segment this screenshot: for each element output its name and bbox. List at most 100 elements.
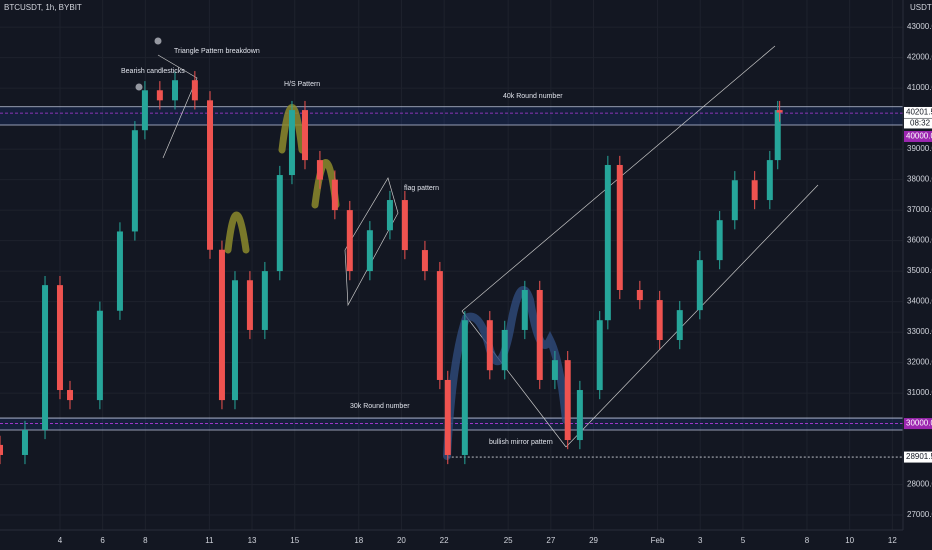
price-label-box — [904, 106, 932, 118]
price-label: 30000.0 — [906, 419, 932, 428]
candle-body — [231, 280, 238, 401]
price-label: 40000.0 — [906, 132, 932, 141]
chart-title: BTCUSDT, 1h, BYBIT — [4, 3, 82, 12]
candle-body — [596, 320, 603, 391]
y-tick-label: 38000.0 — [907, 175, 932, 184]
candle-body — [207, 100, 214, 250]
x-tick-label: 8 — [143, 536, 148, 545]
annotation: 40k Round number — [503, 93, 563, 100]
candle-body — [776, 110, 783, 113]
candle-body — [551, 360, 558, 380]
candle-body — [676, 310, 683, 341]
flag — [344, 177, 399, 307]
y-tick-label: 33000.0 — [907, 327, 932, 336]
candle-body — [486, 320, 493, 371]
candle-body — [604, 164, 611, 321]
candle-body — [96, 310, 103, 401]
candle-body — [56, 285, 63, 391]
y-tick-label: 35000.0 — [907, 266, 932, 275]
candle-body — [766, 160, 773, 201]
candle-body — [156, 90, 163, 101]
y-tick-label: 32000.0 — [907, 358, 932, 367]
candle-body — [346, 210, 353, 272]
annotation: 30k Round number — [350, 403, 410, 410]
price-label: 40201.5 — [906, 108, 932, 117]
y-tick-label: 43000.0 — [907, 22, 932, 31]
candle-body — [301, 110, 308, 161]
x-tick-label: 10 — [845, 536, 854, 545]
x-tick-label: 12 — [888, 536, 897, 545]
candle-body — [751, 180, 758, 201]
y-tick-label: 34000.0 — [907, 297, 932, 306]
y-tick-label: 42000.0 — [907, 53, 932, 62]
x-tick-label: 27 — [546, 536, 555, 545]
price-labels: 40201.5 08:32 40000.0 30000.0 28901.5 — [904, 106, 932, 463]
annotation: bullish mirror pattern — [489, 439, 553, 446]
triangle — [157, 54, 198, 159]
candle-body — [536, 290, 543, 380]
candles — [0, 71, 783, 465]
marker — [135, 83, 143, 91]
x-tick-label: 6 — [100, 536, 105, 545]
candle-body — [131, 130, 138, 232]
x-tick-label: 11 — [205, 536, 214, 545]
price-label-box — [904, 418, 932, 430]
x-tick-label: 20 — [397, 536, 406, 545]
candle-body — [386, 200, 393, 231]
y-axis-label: USDT — [910, 3, 932, 12]
y-tick-label: 36000.0 — [907, 236, 932, 245]
candle-body — [576, 390, 583, 441]
hs-arc — [224, 211, 250, 254]
price-label-box — [904, 130, 932, 142]
candle-body — [42, 285, 49, 430]
candle-body — [564, 360, 571, 441]
candle-body — [21, 429, 28, 455]
candle-body — [116, 231, 123, 311]
x-tick-label: 5 — [741, 536, 746, 545]
candle-body — [67, 390, 74, 401]
annotation: flag pattern — [404, 185, 439, 192]
channel-left — [461, 310, 567, 448]
x-tick-label: Feb — [651, 536, 665, 545]
candle-body — [401, 200, 408, 251]
x-tick-label: 29 — [589, 536, 598, 545]
candle-body — [261, 271, 268, 330]
candle-body — [246, 280, 253, 330]
candle-body — [331, 179, 338, 211]
candle-body — [316, 160, 323, 180]
candle-body — [141, 90, 148, 131]
candle-body — [616, 164, 623, 291]
y-tick-label: 37000.0 — [907, 205, 932, 214]
candle-body — [656, 300, 663, 341]
y-tick-label: 28000.0 — [907, 480, 932, 489]
candle-body — [0, 444, 3, 455]
y-tick-label: 41000.0 — [907, 83, 932, 92]
channel-lower — [565, 184, 819, 448]
candle-body — [218, 249, 225, 401]
candle-body — [436, 271, 443, 380]
x-tick-label: 4 — [58, 536, 63, 545]
annotation: Bearish candlesticks — [121, 68, 185, 75]
candle-body — [774, 110, 781, 161]
candle-body — [716, 220, 723, 261]
candle-body — [276, 175, 283, 272]
x-tick-label: 13 — [248, 536, 257, 545]
candle-body — [172, 80, 179, 101]
price-label-box — [904, 451, 932, 463]
zone — [0, 106, 903, 126]
candle-body — [366, 230, 373, 272]
x-tick-label: 25 — [504, 536, 513, 545]
countdown-box — [904, 118, 932, 129]
candle-body — [696, 260, 703, 311]
candle-body — [191, 80, 198, 101]
x-tick-label: 3 — [698, 536, 703, 545]
candle-body — [421, 250, 428, 272]
y-tick-label: 27000.0 — [907, 510, 932, 519]
x-tick-label: 18 — [354, 536, 363, 545]
candle-body — [444, 379, 451, 455]
x-tick-label: 8 — [805, 536, 810, 545]
candle-body — [731, 180, 738, 221]
candle-body — [288, 110, 295, 176]
